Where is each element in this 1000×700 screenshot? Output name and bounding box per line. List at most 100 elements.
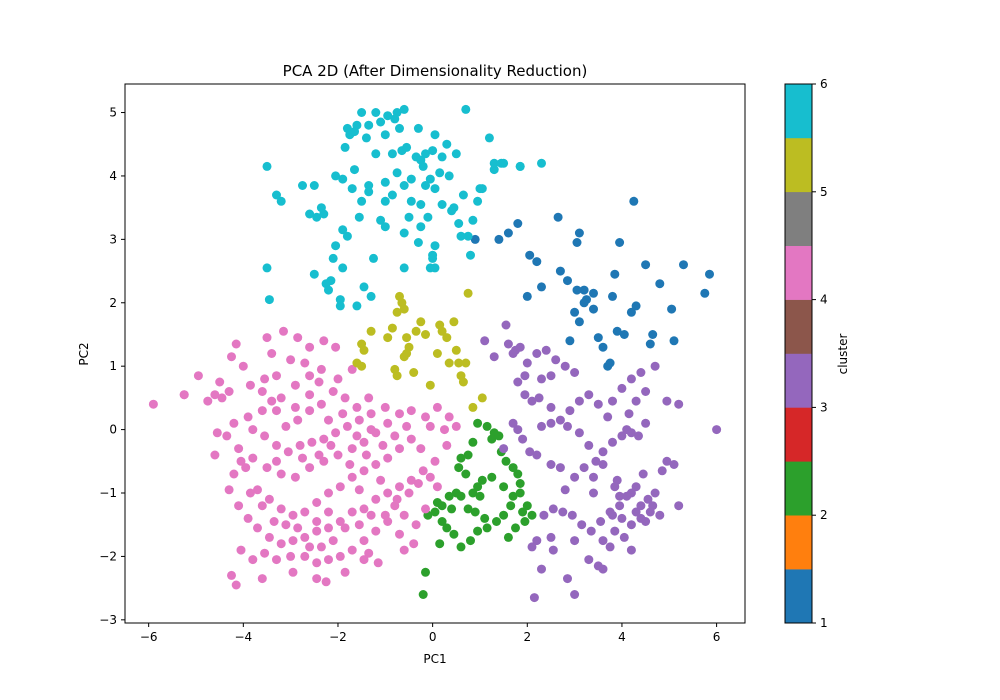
data-point	[638, 469, 648, 479]
data-point	[565, 406, 575, 416]
colorbar-segment	[785, 245, 812, 300]
data-point	[319, 336, 329, 346]
data-point	[364, 393, 374, 403]
data-point	[513, 377, 523, 387]
data-point	[222, 431, 232, 441]
data-point	[404, 212, 414, 222]
data-point	[335, 517, 345, 526]
x-tick-label: −2	[329, 630, 347, 644]
data-point	[376, 475, 386, 485]
data-point	[532, 536, 542, 546]
data-point	[418, 590, 428, 599]
data-point	[316, 364, 326, 374]
data-point	[477, 184, 487, 194]
data-point	[470, 234, 480, 244]
data-point	[316, 542, 326, 552]
data-point	[324, 555, 333, 565]
data-point	[508, 463, 518, 473]
data-point	[615, 501, 625, 511]
data-point	[416, 155, 426, 165]
data-point	[383, 453, 393, 463]
data-point	[425, 174, 435, 184]
data-point	[402, 421, 412, 431]
data-point	[546, 532, 556, 542]
data-point	[629, 196, 639, 206]
y-tick-label: 0	[109, 423, 117, 437]
data-point	[506, 501, 516, 511]
data-point	[622, 491, 632, 501]
data-point	[364, 548, 374, 558]
data-point	[468, 437, 478, 447]
data-point	[257, 387, 267, 396]
data-point	[359, 282, 369, 292]
y-tick-label: 2	[109, 296, 117, 310]
data-point	[705, 269, 714, 279]
data-point	[489, 352, 499, 362]
data-point	[366, 425, 376, 435]
data-point	[574, 428, 584, 438]
data-point	[589, 304, 598, 314]
data-point	[508, 418, 518, 428]
data-point	[342, 231, 352, 241]
data-point	[210, 390, 220, 400]
data-point	[437, 200, 447, 209]
data-point	[608, 291, 617, 301]
data-point	[570, 472, 580, 482]
data-point	[548, 504, 558, 514]
data-point	[645, 339, 655, 349]
data-point	[482, 421, 492, 431]
data-point	[598, 564, 608, 574]
data-point	[378, 440, 388, 450]
data-point	[456, 491, 466, 501]
data-point	[447, 504, 457, 514]
data-point	[281, 421, 291, 431]
data-point	[312, 517, 322, 526]
data-point	[314, 450, 324, 460]
data-point	[324, 285, 333, 295]
data-point	[584, 390, 594, 400]
data-point	[236, 456, 246, 466]
data-point	[456, 542, 466, 552]
data-point	[335, 551, 345, 561]
data-point	[290, 380, 300, 390]
data-point	[494, 431, 504, 441]
data-point	[643, 494, 653, 504]
data-point	[631, 301, 641, 311]
data-point	[546, 418, 556, 428]
data-point	[499, 510, 509, 520]
data-point	[309, 181, 319, 190]
x-tick-label: 0	[429, 630, 437, 644]
y-tick-label: −1	[99, 486, 117, 500]
data-point	[477, 475, 487, 485]
data-point	[454, 463, 464, 473]
colorbar-tick-label: 4	[820, 293, 828, 307]
data-point	[333, 450, 343, 460]
data-point	[264, 295, 274, 305]
data-point	[537, 374, 546, 384]
data-point	[392, 494, 402, 504]
data-point	[669, 460, 679, 469]
data-point	[406, 174, 416, 184]
data-point	[430, 263, 440, 273]
data-point	[442, 440, 452, 450]
data-point	[354, 520, 364, 530]
data-point	[570, 590, 580, 599]
data-point	[321, 577, 331, 587]
data-point	[262, 463, 272, 473]
data-point	[532, 349, 542, 358]
colorbar-segment	[785, 137, 812, 193]
data-point	[326, 440, 336, 450]
data-point	[264, 532, 274, 542]
data-point	[421, 412, 430, 422]
data-point	[333, 374, 343, 384]
data-point	[650, 361, 660, 371]
data-point	[451, 421, 461, 431]
data-point	[527, 510, 537, 520]
data-point	[470, 507, 480, 517]
data-point	[364, 120, 374, 130]
data-point	[227, 570, 236, 580]
data-point	[447, 206, 457, 216]
data-point	[248, 555, 258, 565]
